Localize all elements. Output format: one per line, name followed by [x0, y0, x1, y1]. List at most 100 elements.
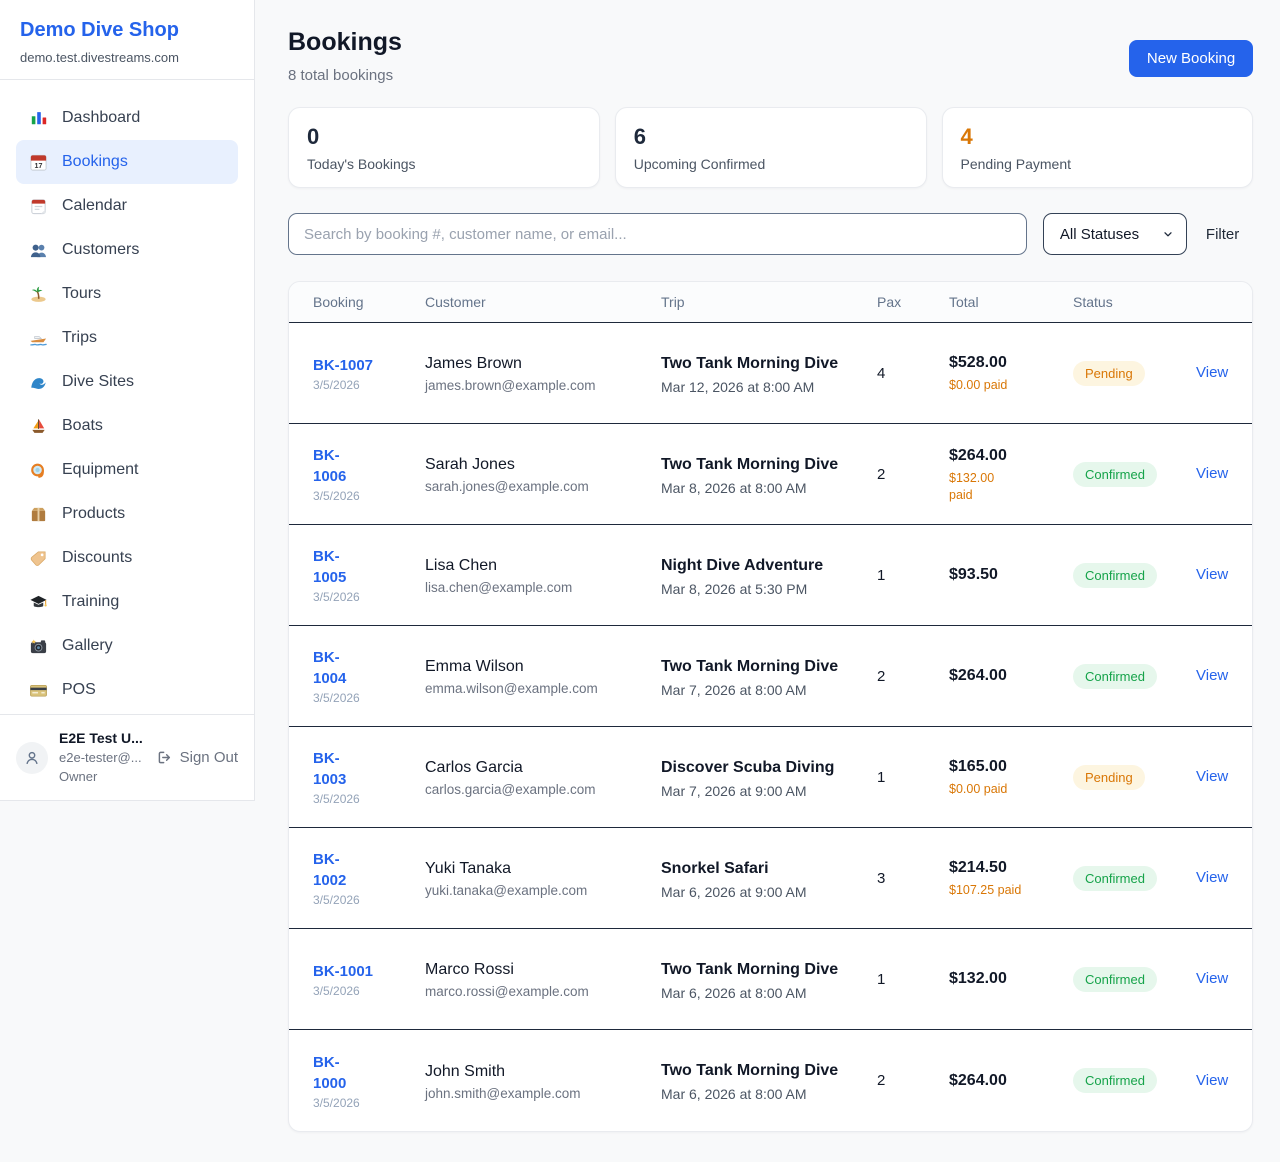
- booking-number-link[interactable]: BK-1007: [313, 356, 374, 374]
- pax-count: 1: [877, 566, 886, 584]
- sidebar-item-tours[interactable]: Tours: [16, 272, 238, 316]
- sidebar-item-calendar[interactable]: Calendar: [16, 184, 238, 228]
- total-amount: $264.00: [949, 1071, 1007, 1089]
- sidebar-item-training[interactable]: Training: [16, 580, 238, 624]
- booking-date: 3/5/2026: [313, 983, 360, 998]
- view-link[interactable]: View: [1196, 768, 1229, 785]
- sidebar-item-dashboard[interactable]: Dashboard: [16, 96, 238, 140]
- sidebar-item-label: Discounts: [62, 549, 133, 566]
- customer-email: james.brown@example.com: [425, 378, 596, 393]
- total-cell: $264.00: [949, 1070, 1073, 1092]
- booking-number-link[interactable]: BK- 1004: [313, 649, 347, 687]
- view-link[interactable]: View: [1196, 1071, 1229, 1089]
- pax-count: 2: [877, 465, 886, 483]
- sailboat-icon: [29, 417, 48, 436]
- sidebar-item-products[interactable]: Products: [16, 492, 238, 536]
- sidebar-item-label: Dashboard: [62, 109, 141, 126]
- status-cell: Pending: [1073, 360, 1196, 386]
- total-cell: $165.00 $0.00 paid: [949, 756, 1073, 798]
- trip-name: Two Tank Morning Dive: [661, 455, 839, 473]
- trip-cell: Two Tank Morning Dive Mar 7, 2026 at 8:0…: [661, 655, 877, 698]
- view-link[interactable]: View: [1196, 970, 1229, 987]
- customer-cell: Marco Rossi marco.rossi@example.com: [425, 959, 661, 999]
- view-link[interactable]: View: [1196, 364, 1229, 381]
- booking-number-link[interactable]: BK-1001: [313, 962, 374, 980]
- sidebar-item-customers[interactable]: Customers: [16, 228, 238, 272]
- actions-cell: View: [1196, 364, 1228, 382]
- customer-name: James Brown: [425, 355, 522, 372]
- customer-name: John Smith: [425, 1062, 506, 1080]
- total-cell: $264.00 $132.00 paid: [949, 445, 1073, 504]
- booking-number-link[interactable]: BK- 1000: [313, 1053, 347, 1092]
- status-cell: Confirmed: [1073, 1068, 1196, 1093]
- trip-datetime: Mar 7, 2026 at 9:00 AM: [661, 782, 807, 799]
- total-amount: $264.00: [949, 446, 1007, 464]
- total-cell: $214.50 $107.25 paid: [949, 857, 1073, 899]
- bookings-table: Booking Customer Trip Pax Total Status B…: [288, 281, 1254, 1132]
- total-cell: $93.50: [949, 564, 1073, 586]
- logout-icon: [158, 751, 170, 764]
- search-input[interactable]: [288, 213, 1027, 255]
- wave-icon: [29, 373, 48, 392]
- trip-name: Snorkel Safari: [661, 859, 769, 877]
- customer-cell: James Brown james.brown@example.com: [425, 353, 661, 393]
- sidebar-item-discounts[interactable]: Discounts: [16, 536, 238, 580]
- sign-out-label: Sign Out: [179, 749, 238, 766]
- booking-number-link[interactable]: BK- 1006: [313, 447, 347, 485]
- customer-cell: Lisa Chen lisa.chen@example.com: [425, 555, 661, 595]
- speedboat-icon: [29, 329, 48, 348]
- booking-number-link[interactable]: BK- 1003: [313, 750, 347, 788]
- sidebar-header: Demo Dive Shop demo.test.divestreams.com: [0, 0, 254, 80]
- booking-cell: BK- 1004 3/5/2026: [313, 647, 425, 705]
- sidebar-item-boats[interactable]: Boats: [16, 404, 238, 448]
- avatar: [16, 741, 48, 774]
- trip-cell: Snorkel Safari Mar 6, 2026 at 9:00 AM: [661, 857, 877, 900]
- view-link[interactable]: View: [1196, 869, 1229, 886]
- sidebar-item-gallery[interactable]: Gallery: [16, 624, 238, 668]
- booking-cell: BK- 1002 3/5/2026: [313, 849, 425, 907]
- table-header-row: Booking Customer Trip Pax Total Status: [289, 282, 1253, 323]
- pax-count: 3: [877, 869, 886, 887]
- stat-label: Today's Bookings: [307, 156, 416, 172]
- booking-date: 3/5/2026: [313, 792, 360, 806]
- customer-email: john.smith@example.com: [425, 1085, 581, 1101]
- sidebar-item-pos[interactable]: POS: [16, 668, 238, 712]
- status-cell: Confirmed: [1073, 461, 1196, 487]
- sidebar-item-label: Tours: [62, 285, 102, 302]
- filter-button[interactable]: Filter: [1205, 225, 1240, 243]
- new-booking-button[interactable]: New Booking: [1128, 40, 1254, 77]
- column-header-total: Total: [949, 294, 979, 310]
- stats-row: 0 Today's Bookings 6 Upcoming Confirmed …: [288, 107, 1254, 188]
- trip-datetime: Mar 6, 2026 at 8:00 AM: [661, 984, 807, 1001]
- sidebar-item-label: Equipment: [62, 461, 139, 478]
- users-icon: [29, 241, 48, 260]
- sidebar-item-dive-sites[interactable]: Dive Sites: [16, 360, 238, 404]
- sidebar-item-equipment[interactable]: Equipment: [16, 448, 238, 492]
- stat-label: Pending Payment: [960, 156, 1072, 172]
- customer-email: carlos.garcia@example.com: [425, 782, 596, 797]
- view-link[interactable]: View: [1196, 465, 1229, 482]
- booking-number-link[interactable]: BK- 1005: [313, 548, 347, 586]
- sidebar-item-label: Training: [62, 593, 120, 610]
- customer-email: emma.wilson@example.com: [425, 681, 598, 696]
- total-amount: $214.50: [949, 859, 1007, 876]
- table-row: BK- 1003 3/5/2026 Carlos Garcia carlos.g…: [289, 727, 1253, 828]
- sidebar-nav: Dashboard 17 Bookings Calendar Customers…: [0, 80, 254, 714]
- stat-card: 0 Today's Bookings: [288, 107, 600, 188]
- actions-cell: View: [1196, 667, 1228, 685]
- table-row: BK- 1000 3/5/2026 John Smith john.smith@…: [289, 1030, 1252, 1131]
- sidebar-item-label: Gallery: [62, 637, 113, 654]
- customer-name: Lisa Chen: [425, 557, 498, 574]
- sidebar-item-label: Boats: [62, 417, 103, 434]
- sidebar-item-trips[interactable]: Trips: [16, 316, 238, 360]
- status-select[interactable]: All Statuses: [1042, 213, 1187, 255]
- camera-icon: [29, 637, 48, 656]
- booking-number-link[interactable]: BK- 1002: [313, 851, 347, 889]
- sign-out-button[interactable]: Sign Out: [156, 749, 238, 766]
- total-amount: $264.00: [949, 667, 1007, 684]
- view-link[interactable]: View: [1196, 566, 1229, 583]
- user-email: e2e-tester@...: [59, 750, 142, 765]
- view-link[interactable]: View: [1196, 667, 1229, 684]
- calendar-date-icon: 17: [29, 153, 48, 172]
- sidebar-item-bookings[interactable]: 17 Bookings: [16, 140, 238, 184]
